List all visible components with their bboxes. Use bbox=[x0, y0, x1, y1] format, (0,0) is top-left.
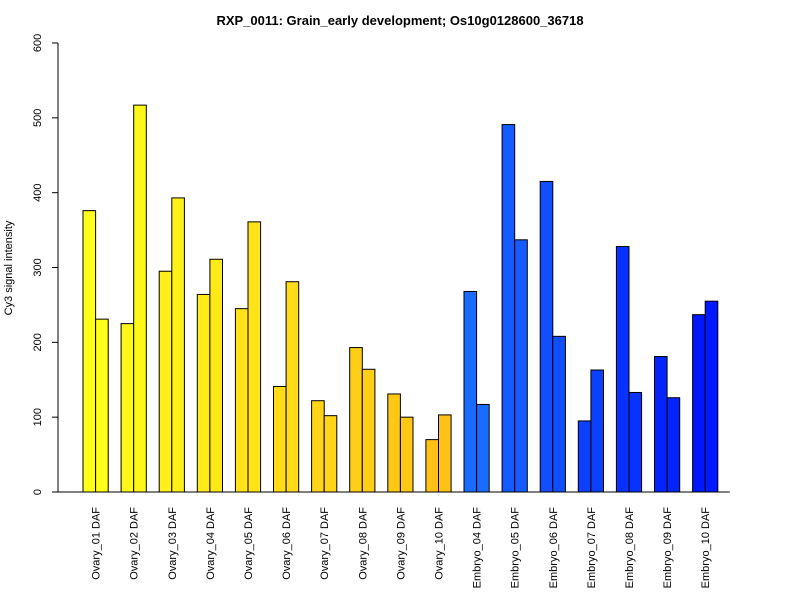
x-tick-label: Ovary_09 DAF bbox=[395, 507, 407, 580]
bar bbox=[692, 314, 706, 493]
y-tick-label: 100 bbox=[32, 408, 44, 426]
bar bbox=[590, 369, 605, 493]
bar bbox=[514, 239, 528, 493]
x-tick-label: Embryo_07 DAF bbox=[586, 507, 598, 589]
x-tick-label: Ovary_08 DAF bbox=[357, 507, 369, 580]
bar bbox=[323, 415, 338, 493]
x-tick-label: Ovary_02 DAF bbox=[129, 507, 141, 580]
bar bbox=[361, 368, 376, 493]
y-axis: 0 100 200 300 400 500 600 bbox=[32, 34, 59, 495]
y-axis-title: Cy3 signal intensity bbox=[3, 220, 15, 315]
x-tick-label: Embryo_09 DAF bbox=[662, 507, 674, 589]
x-tick-label: Embryo_04 DAF bbox=[472, 507, 484, 589]
y-tick-label: 400 bbox=[32, 183, 44, 201]
bar bbox=[158, 270, 173, 493]
y-tick-label: 300 bbox=[32, 258, 44, 276]
x-tick-label: Embryo_06 DAF bbox=[548, 507, 560, 589]
bar bbox=[349, 347, 363, 493]
bar bbox=[399, 416, 414, 493]
bar bbox=[704, 300, 719, 493]
chart-title: RXP_0011: Grain_early development; Os10g… bbox=[216, 13, 583, 28]
x-tick-label: Embryo_10 DAF bbox=[700, 507, 712, 589]
bar bbox=[628, 391, 643, 493]
x-tick-label: Ovary_10 DAF bbox=[434, 507, 446, 580]
x-tick-label: Embryo_08 DAF bbox=[624, 507, 636, 589]
y-tick-label: 0 bbox=[32, 489, 44, 495]
bar bbox=[196, 293, 211, 493]
bar bbox=[120, 323, 135, 493]
bar bbox=[234, 308, 249, 493]
bar bbox=[209, 258, 223, 493]
x-tick-label: Ovary_03 DAF bbox=[167, 507, 179, 580]
bar bbox=[273, 385, 287, 493]
bar bbox=[539, 180, 554, 493]
y-tick-label: 500 bbox=[32, 109, 44, 127]
y-tick-label: 200 bbox=[32, 333, 44, 351]
bar bbox=[425, 439, 439, 493]
bar bbox=[476, 403, 490, 493]
bar bbox=[95, 318, 109, 493]
bar bbox=[82, 210, 97, 493]
y-tick-label: 600 bbox=[32, 34, 44, 52]
bar bbox=[615, 246, 630, 493]
x-tick-label: Ovary_07 DAF bbox=[319, 507, 331, 580]
x-tick-labels: Ovary_01 DAF Ovary_02 DAF Ovary_03 DAF Ovar… bbox=[91, 507, 713, 589]
bar bbox=[387, 393, 401, 493]
bar bbox=[171, 197, 185, 493]
bar bbox=[666, 397, 681, 493]
x-tick-label: Ovary_06 DAF bbox=[281, 507, 293, 580]
bar bbox=[438, 414, 452, 493]
bar bbox=[654, 356, 668, 493]
bars bbox=[82, 104, 719, 493]
bar bbox=[285, 281, 300, 493]
x-tick-label: Embryo_05 DAF bbox=[510, 507, 522, 589]
x-tick-label: Ovary_04 DAF bbox=[205, 507, 217, 580]
bar bbox=[552, 335, 566, 493]
bar bbox=[463, 290, 478, 493]
x-tick-label: Ovary_01 DAF bbox=[91, 507, 103, 580]
bar bbox=[577, 420, 592, 493]
bar bbox=[133, 104, 147, 493]
bar bbox=[247, 221, 262, 493]
bar bbox=[501, 124, 516, 493]
bar bbox=[311, 400, 325, 493]
x-tick-label: Ovary_05 DAF bbox=[243, 507, 255, 580]
